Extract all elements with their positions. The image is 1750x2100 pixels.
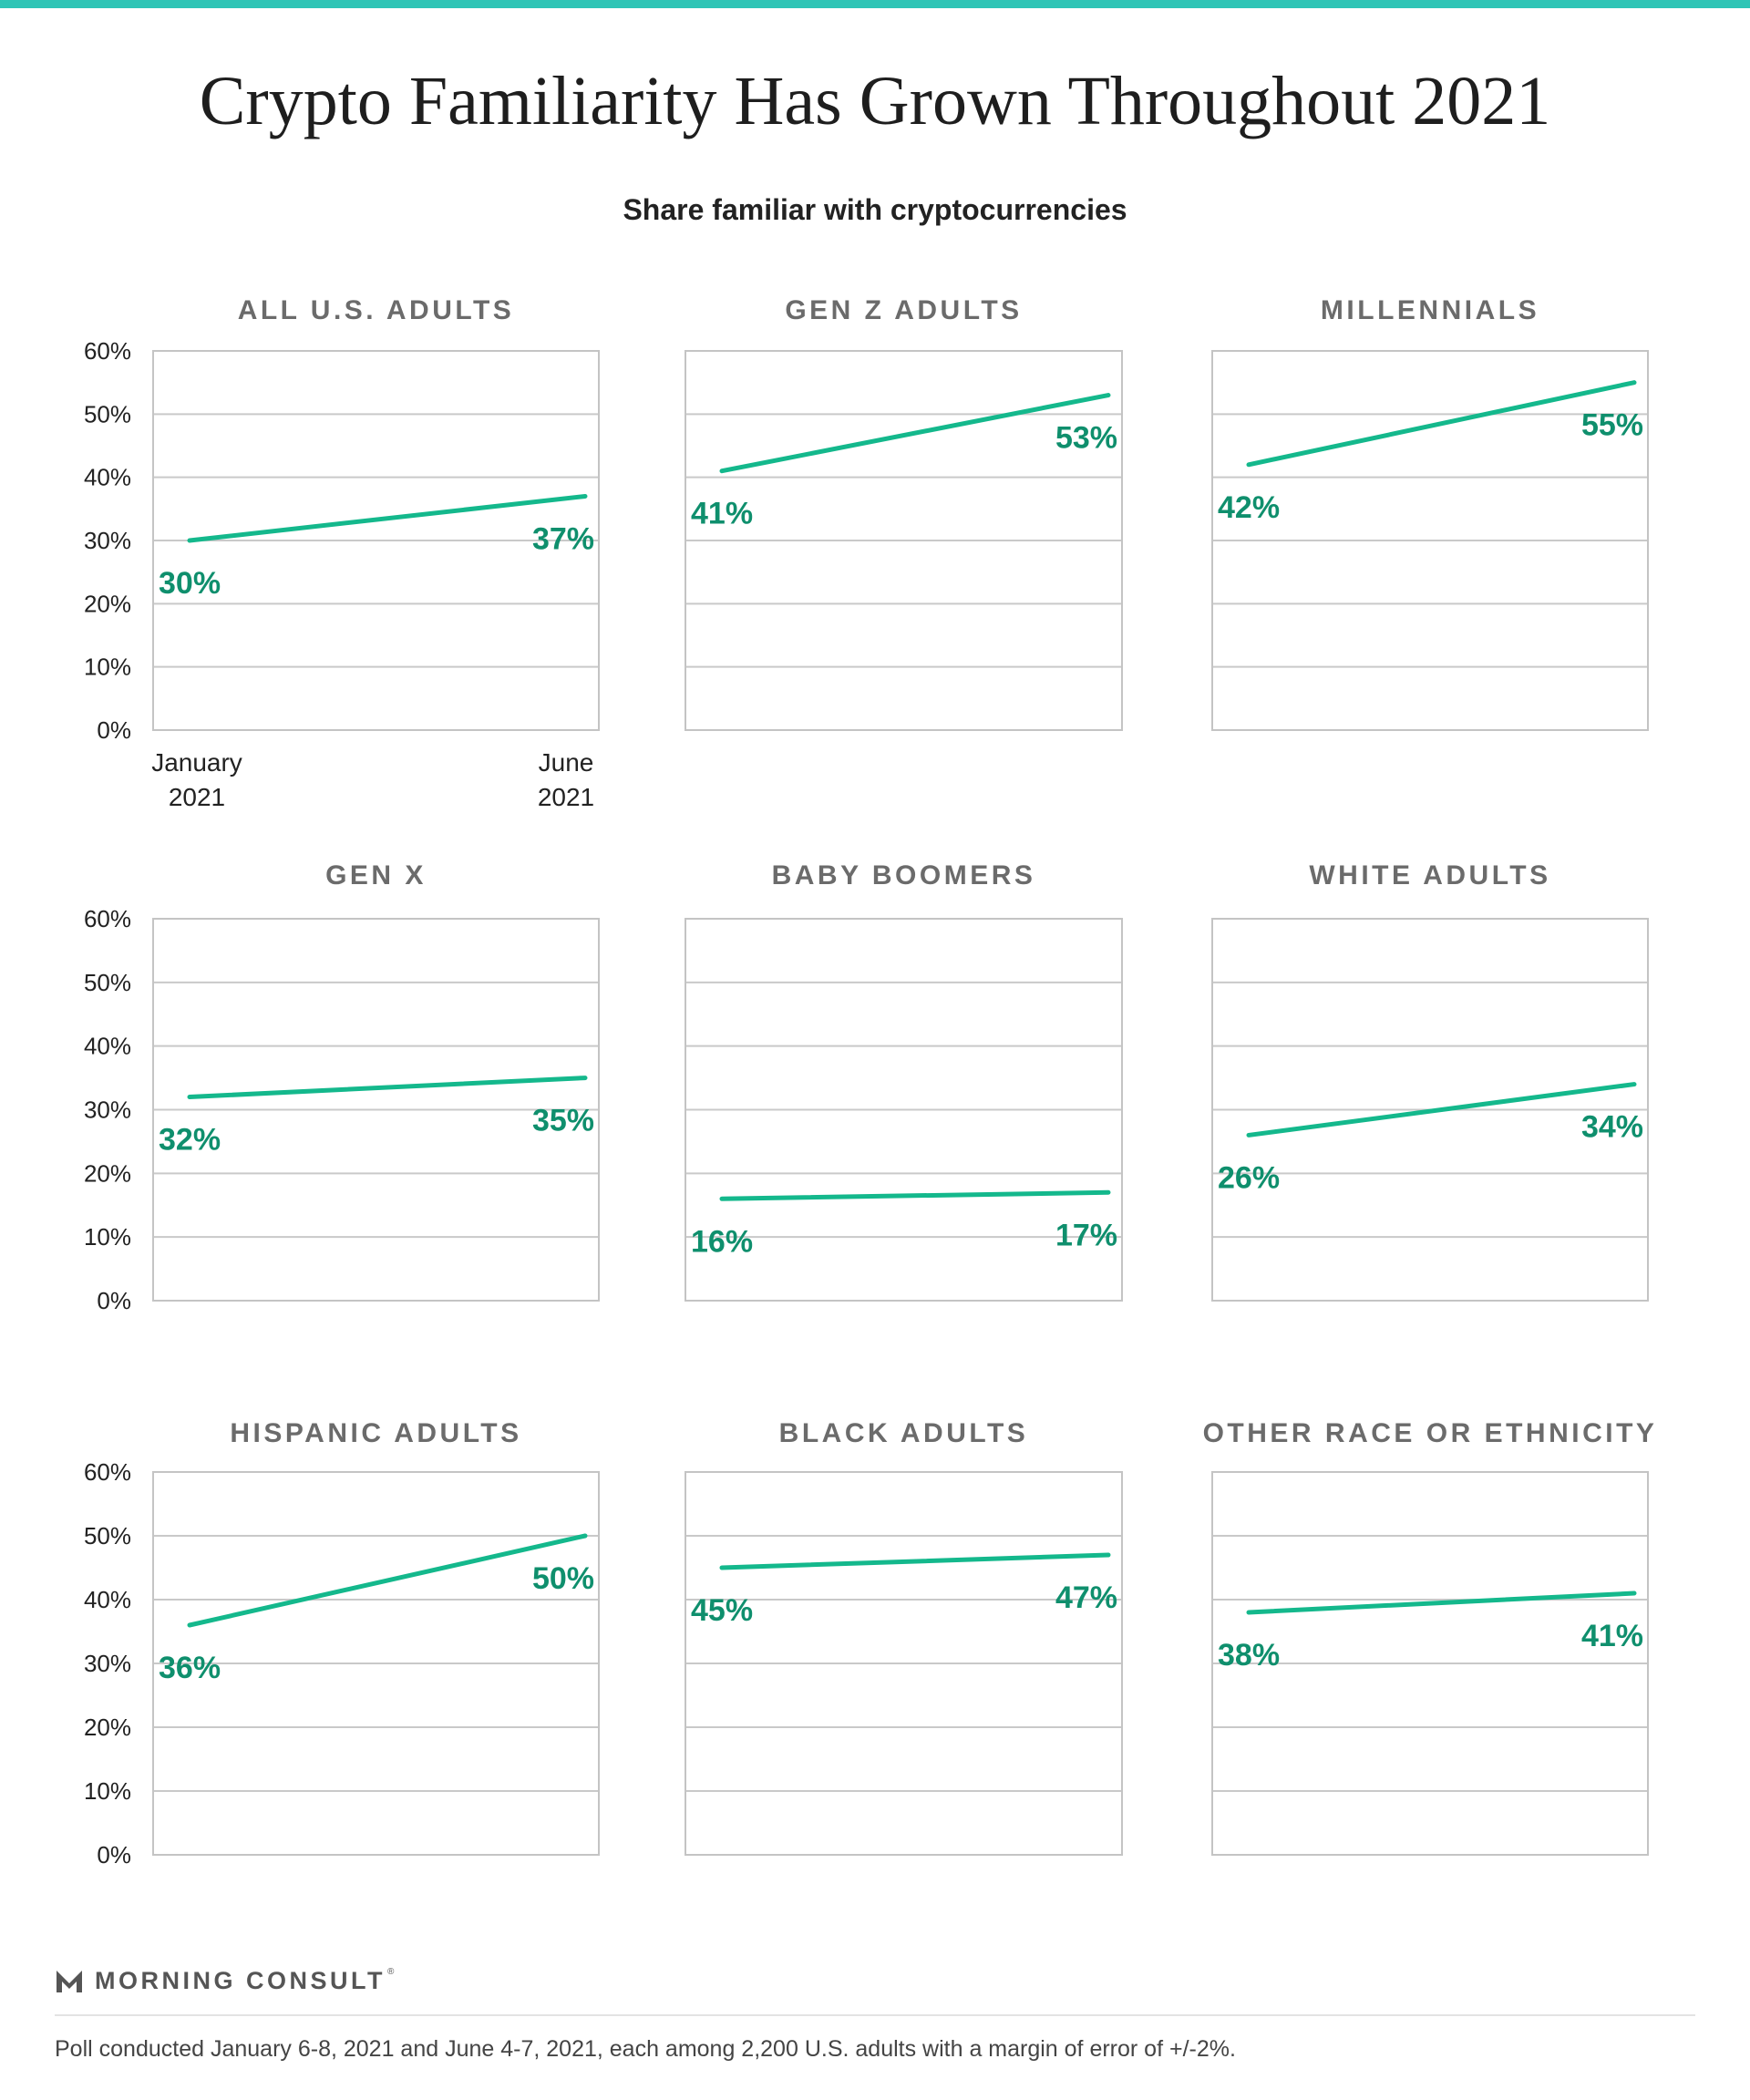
plot-frame (152, 350, 600, 731)
chart-panel: HISPANIC ADULTS 0% 10% 20% 30% 40% 50% 60% 36% 50… (84, 1418, 600, 1868)
x-tick-label: January 2021 (151, 748, 242, 811)
source-note: Poll conducted January 6-8, 2021 and Jun… (55, 2036, 1236, 2062)
data-label-end: 35% (532, 1104, 594, 1138)
series-line (187, 1533, 588, 1628)
y-tick-label: 60% (84, 1458, 131, 1486)
chart-panel: BABY BOOMERS 16% 17% (685, 860, 1123, 1302)
registered-mark: ® (386, 1966, 395, 1977)
data-label-end: 37% (532, 521, 594, 556)
morning-consult-m-icon (57, 1971, 82, 1992)
y-tick-label: 50% (84, 969, 131, 996)
y-tick-label: 0% (97, 1287, 131, 1314)
data-label-start: 41% (691, 497, 753, 531)
y-tick-label: 10% (84, 654, 131, 681)
y-tick-label: 0% (97, 1841, 131, 1868)
series-line (719, 393, 1111, 474)
y-tick-label: 30% (84, 1650, 131, 1677)
series-line (719, 1552, 1111, 1570)
data-label-end: 53% (1055, 421, 1117, 456)
y-tick-label: 50% (84, 1522, 131, 1549)
data-label-start: 38% (1218, 1638, 1280, 1673)
plot-frame (1211, 918, 1649, 1302)
data-label-start: 30% (159, 566, 221, 601)
morning-consult-logo: MORNING CONSULT ® (55, 1964, 394, 1997)
data-label-start: 26% (1218, 1160, 1280, 1195)
data-label-start: 32% (159, 1123, 221, 1158)
panel-title: BLACK ADULTS (779, 1418, 1029, 1448)
series-line (719, 1189, 1111, 1201)
y-tick-label: 20% (84, 1714, 131, 1741)
panel-title: WHITE ADULTS (1309, 860, 1550, 890)
data-label-end: 34% (1581, 1110, 1643, 1145)
y-tick-label: 30% (84, 527, 131, 554)
chart-panel: OTHER RACE OR ETHNICITY 38% 41% (1203, 1418, 1658, 1856)
data-label-start: 45% (691, 1593, 753, 1628)
y-tick-label: 60% (84, 905, 131, 932)
chart-panel: WHITE ADULTS 26% 34% (1211, 860, 1649, 1302)
data-label-start: 42% (1218, 490, 1280, 525)
data-label-end: 17% (1055, 1218, 1117, 1252)
panel-title: BABY BOOMERS (772, 860, 1036, 890)
chart-panel: GEN Z ADULTS 41% 53% (685, 295, 1123, 731)
chart-panel: ALL U.S. ADULTS 0% 10% 20% 30% 40% 50% 60% Janua… (84, 295, 600, 811)
panel-title: GEN X (325, 860, 427, 890)
chart-panel: BLACK ADULTS 45% 47% (685, 1418, 1123, 1856)
chart-panel: MILLENNIALS 42% 55% (1211, 295, 1649, 731)
data-label-end: 50% (532, 1561, 594, 1596)
plot-frame (152, 1471, 600, 1856)
data-label-end: 47% (1055, 1580, 1117, 1615)
top-accent-bar (0, 0, 1750, 8)
y-tick-label: 10% (84, 1777, 131, 1805)
series-line (1246, 1590, 1637, 1615)
y-tick-label: 40% (84, 464, 131, 491)
panel-title: ALL U.S. ADULTS (238, 295, 515, 325)
plot-frame (685, 1471, 1123, 1856)
panel-title: GEN Z ADULTS (785, 295, 1022, 325)
series-line (187, 1076, 588, 1100)
plot-frame (685, 350, 1123, 731)
y-tick-label: 20% (84, 590, 131, 617)
y-tick-label: 20% (84, 1159, 131, 1187)
series-line (1246, 1082, 1637, 1138)
y-tick-label: 60% (84, 337, 131, 365)
series-line (187, 493, 588, 543)
data-label-end: 55% (1581, 408, 1643, 443)
y-tick-label: 0% (97, 716, 131, 744)
chart-subtitle: Share familiar with cryptocurrencies (623, 193, 1127, 226)
panel-title: HISPANIC ADULTS (230, 1418, 521, 1448)
data-label-end: 41% (1581, 1619, 1643, 1653)
x-tick-label: June 2021 (538, 748, 594, 811)
chart-panel: GEN X 0% 10% 20% 30% 40% 50% 60% 32% 35% (84, 860, 600, 1314)
plot-frame (152, 918, 600, 1302)
chart-title: Crypto Familiarity Has Grown Throughout … (199, 63, 1551, 139)
series-line (1246, 380, 1637, 468)
y-tick-label: 30% (84, 1096, 131, 1124)
data-label-start: 36% (159, 1651, 221, 1685)
panel-title: OTHER RACE OR ETHNICITY (1203, 1418, 1658, 1448)
plot-frame (685, 918, 1123, 1302)
y-tick-label: 40% (84, 1586, 131, 1613)
plot-frame (1211, 350, 1649, 731)
plot-frame (1211, 1471, 1649, 1856)
y-tick-label: 10% (84, 1223, 131, 1251)
footer-divider (55, 2014, 1695, 2016)
y-tick-label: 40% (84, 1033, 131, 1060)
data-label-start: 16% (691, 1224, 753, 1259)
logo-text: MORNING CONSULT (95, 1966, 386, 1994)
panel-title: MILLENNIALS (1321, 295, 1539, 325)
y-tick-label: 50% (84, 400, 131, 427)
